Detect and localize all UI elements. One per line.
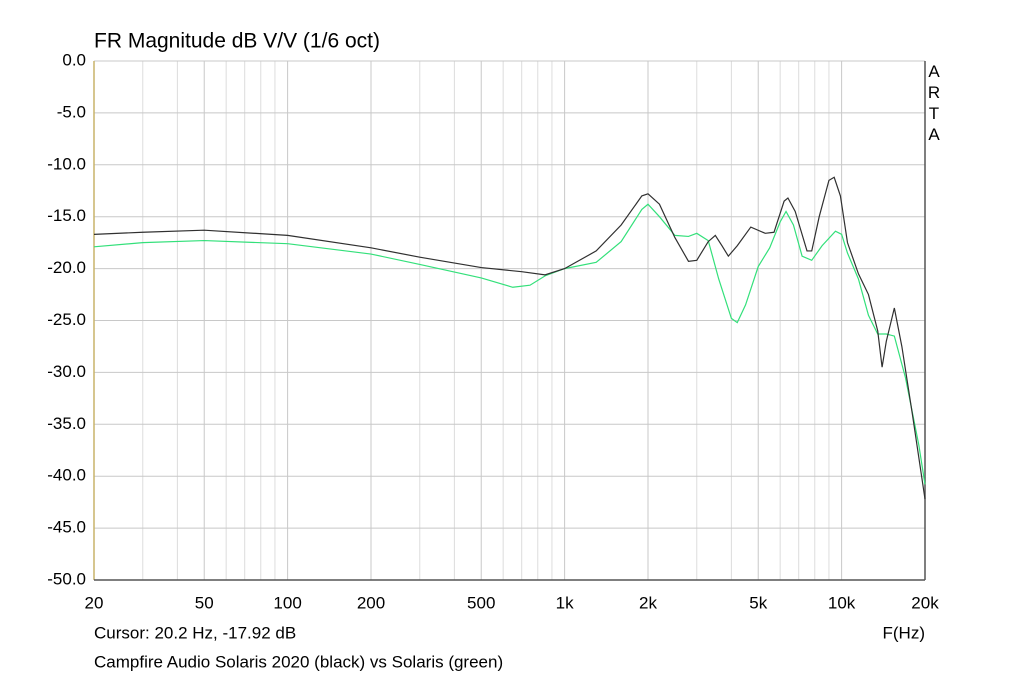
cursor-readout: Cursor: 20.2 Hz, -17.92 dB — [94, 623, 296, 642]
y-tick-label: -15.0 — [47, 206, 86, 225]
y-tick-label: -45.0 — [47, 518, 86, 537]
y-tick-label: -35.0 — [47, 414, 86, 433]
y-tick-label: -30.0 — [47, 362, 86, 381]
chart-title: FR Magnitude dB V/V (1/6 oct) — [94, 30, 380, 53]
x-tick-label: 5k — [749, 593, 767, 612]
y-tick-label: -25.0 — [47, 310, 86, 329]
x-tick-label: 200 — [357, 593, 385, 612]
y-tick-label: -40.0 — [47, 466, 86, 485]
x-axis-label: F(Hz) — [883, 623, 925, 642]
x-tick-label: 1k — [556, 593, 574, 612]
x-tick-label: 500 — [467, 593, 495, 612]
y-tick-label: -50.0 — [47, 569, 86, 588]
y-tick-label: -10.0 — [47, 154, 86, 173]
caption: Campfire Audio Solaris 2020 (black) vs S… — [94, 652, 503, 671]
y-tick-label: -5.0 — [57, 102, 86, 121]
series-line — [93, 203, 926, 485]
x-tick-label: 10k — [828, 593, 856, 612]
x-tick-label: 2k — [639, 593, 657, 612]
watermark: ARTA — [925, 62, 944, 146]
y-tick-label: 0.0 — [62, 50, 86, 69]
x-tick-label: 20k — [911, 593, 939, 612]
y-tick-label: -20.0 — [47, 258, 86, 277]
x-tick-label: 100 — [273, 593, 301, 612]
series-line — [93, 176, 926, 500]
x-tick-label: 50 — [195, 593, 214, 612]
x-tick-label: 20 — [85, 593, 104, 612]
